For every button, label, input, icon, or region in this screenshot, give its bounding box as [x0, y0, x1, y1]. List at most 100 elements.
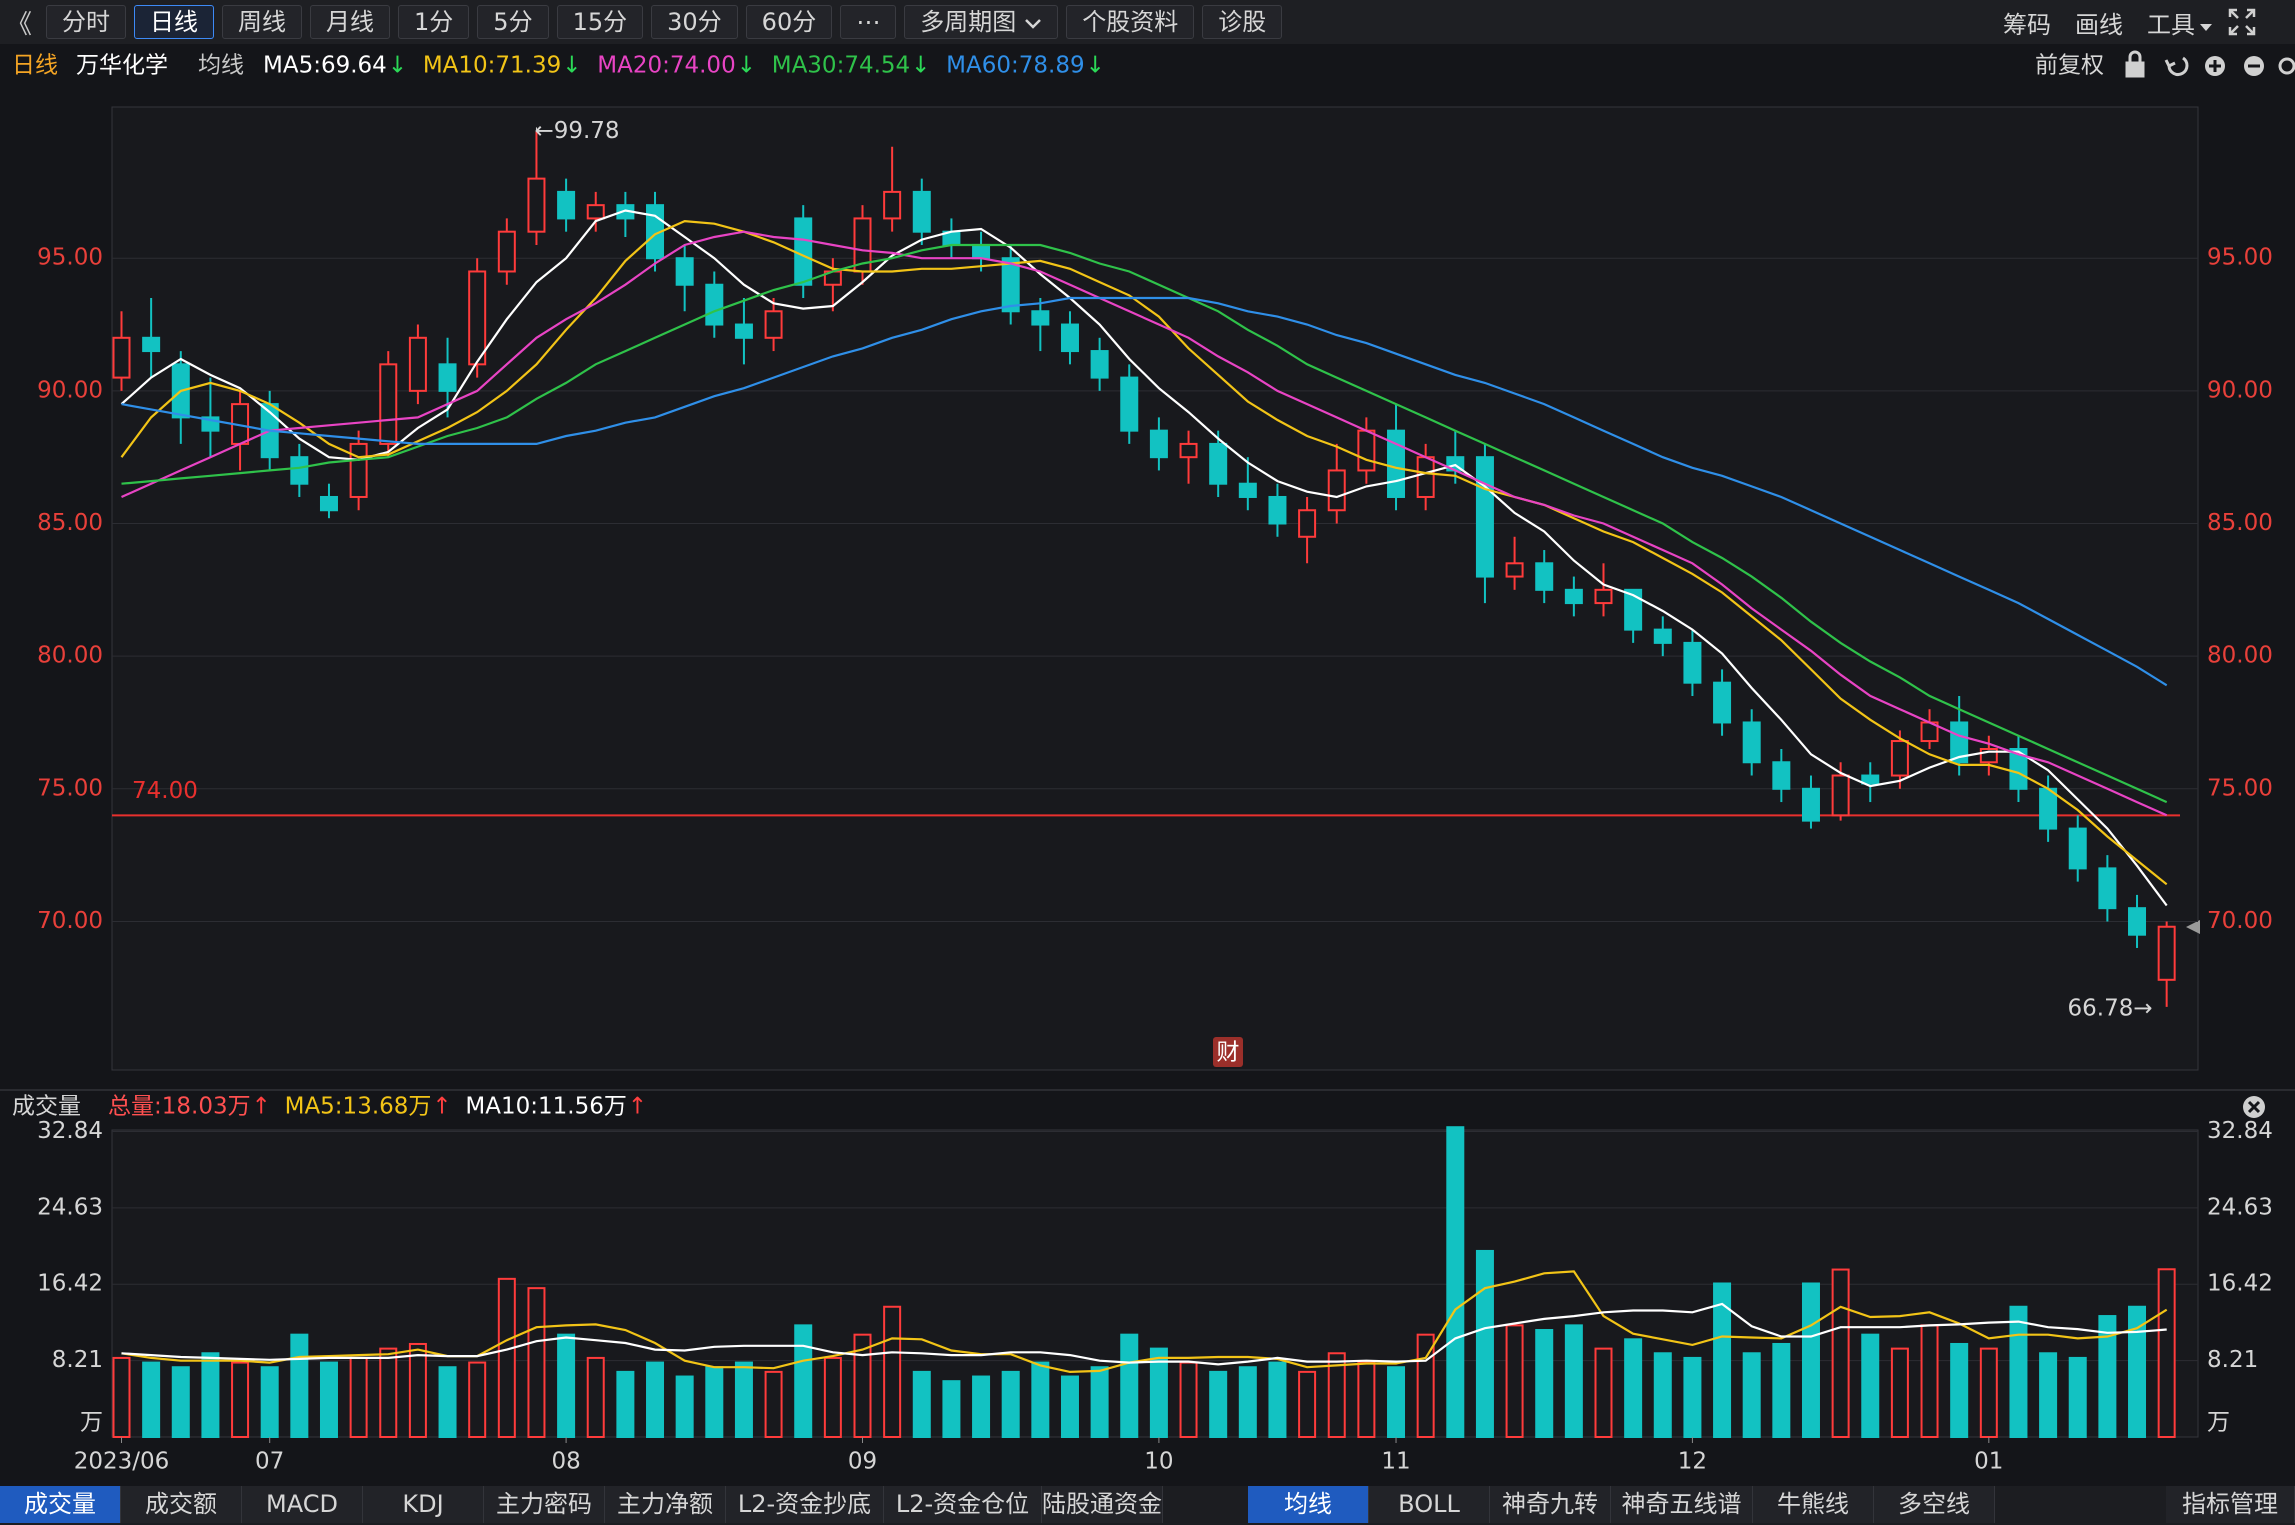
- candle-body: [1861, 774, 1880, 785]
- volume-bar: [438, 1366, 457, 1439]
- period-button[interactable]: 1分: [398, 5, 470, 39]
- candle-body: [319, 495, 338, 512]
- ma-line: [121, 230, 2168, 817]
- y-tick-label: 80.00: [37, 643, 103, 669]
- legend-arrow: ↑: [432, 1094, 451, 1120]
- candle-body: [1801, 787, 1820, 822]
- indicator-tab[interactable]: 成交额: [121, 1486, 242, 1523]
- volume-bar: [1031, 1361, 1050, 1439]
- indicator-tab[interactable]: 神奇五线谱: [1611, 1486, 1753, 1523]
- candle-body: [1831, 774, 1850, 817]
- indicator-tab[interactable]: KDJ: [363, 1486, 484, 1523]
- legend-entry: MA5:13.68万: [285, 1094, 432, 1120]
- y-unit: 万: [80, 1410, 103, 1436]
- legend-entry: MA30:74.54: [772, 53, 910, 79]
- period-button[interactable]: 60分: [745, 5, 833, 39]
- volume-bar: [1624, 1338, 1643, 1439]
- volume-ma-line: [121, 1302, 2167, 1366]
- volume-bar: [1564, 1324, 1583, 1439]
- close-icon[interactable]: [2243, 1096, 2265, 1118]
- tool-button[interactable]: 工具: [2147, 5, 2213, 40]
- volume-bar: [319, 1361, 338, 1439]
- y-tick-label-right: 95.00: [2207, 245, 2273, 271]
- more-button[interactable]: ⋯: [840, 5, 897, 39]
- back-button[interactable]: 《: [6, 9, 33, 40]
- candle-body: [883, 190, 902, 220]
- y-tick-label-right: 90.00: [2207, 377, 2273, 403]
- candle-body: [1653, 628, 1672, 644]
- volume-bar: [527, 1287, 546, 1438]
- volume-bar: [497, 1277, 516, 1439]
- volume-bar: [349, 1356, 368, 1438]
- indicator-tab[interactable]: MACD: [242, 1486, 363, 1523]
- volume-bar: [646, 1361, 665, 1439]
- candle-body: [1742, 721, 1761, 764]
- stock-info-button[interactable]: 个股资料: [1066, 5, 1195, 39]
- volume-bar: [1327, 1352, 1346, 1438]
- indicator-tab[interactable]: 多空线: [1874, 1486, 1995, 1523]
- legend-entry: MA10:71.39: [423, 53, 561, 79]
- volume-bar: [1713, 1282, 1732, 1438]
- candle-body: [1890, 740, 1909, 777]
- candle-body: [497, 230, 516, 273]
- volume-bar: [142, 1361, 161, 1439]
- candle-body: [1209, 442, 1228, 485]
- y-tick-label: 70.00: [37, 908, 103, 934]
- candle-body: [379, 363, 398, 445]
- indicator-tab[interactable]: 陆股通资金: [1042, 1486, 1163, 1523]
- candle-body: [349, 442, 368, 498]
- tool-button[interactable]: 筹码: [2003, 10, 2051, 39]
- indicator-tab[interactable]: 均线: [1248, 1486, 1369, 1523]
- candle-body: [1090, 350, 1109, 379]
- indicator-tab[interactable]: 主力净额: [605, 1486, 726, 1523]
- indicator-manage[interactable]: 指标管理: [2166, 1486, 2295, 1523]
- adjust-label[interactable]: 前复权: [2035, 53, 2104, 79]
- indicator-tab[interactable]: 牛熊线: [1753, 1486, 1874, 1523]
- candle-body: [1031, 310, 1050, 326]
- volume-bar: [586, 1356, 605, 1438]
- volume-bar: [1979, 1347, 1998, 1438]
- tool-button[interactable]: 画线: [2075, 10, 2123, 39]
- indicator-tab[interactable]: L2-资金仓位: [884, 1486, 1042, 1523]
- indicator-tab[interactable]: 神奇九转: [1490, 1486, 1611, 1523]
- indicator-tab[interactable]: BOLL: [1369, 1486, 1490, 1523]
- y-tick-label: 95.00: [37, 245, 103, 271]
- multi-period-button[interactable]: 多周期图: [904, 5, 1059, 39]
- period-button[interactable]: 周线: [222, 5, 303, 39]
- period-button[interactable]: 30分: [651, 5, 738, 39]
- indicator-tab[interactable]: 成交量: [0, 1486, 121, 1523]
- x-tick-label: 07: [255, 1449, 284, 1475]
- indicator-tab[interactable]: 主力密码: [484, 1486, 605, 1523]
- candle-body: [557, 190, 576, 220]
- volume-bar: [1831, 1268, 1850, 1438]
- period-button[interactable]: 分时: [46, 5, 127, 39]
- legend-entry: MA60:78.89: [946, 53, 1084, 79]
- volume-bar: [1801, 1282, 1820, 1438]
- period-button[interactable]: 5分: [477, 5, 549, 39]
- volume-bar: [201, 1352, 220, 1438]
- diagnose-button[interactable]: 诊股: [1202, 5, 1283, 39]
- candle-body: [468, 270, 487, 366]
- legend-arrow: ↓: [1086, 53, 1105, 79]
- y-tick-label: 75.00: [37, 775, 103, 801]
- period-button[interactable]: 月线: [310, 5, 391, 39]
- candle-body: [1357, 429, 1376, 472]
- indicator-tab[interactable]: L2-资金抄底: [726, 1486, 884, 1523]
- x-tick-label: 11: [1381, 1449, 1410, 1475]
- fullscreen-icon[interactable]: [2228, 8, 2256, 40]
- volume-bar: [1387, 1366, 1406, 1439]
- candle-body: [1594, 588, 1613, 605]
- price-pointer: [2186, 920, 2200, 934]
- candle-body: [2157, 925, 2176, 981]
- low-label: 66.78→: [2068, 995, 2153, 1021]
- period-button[interactable]: 15分: [556, 5, 644, 39]
- volume-bar: [2009, 1305, 2028, 1438]
- volume-bar: [1268, 1361, 1287, 1439]
- volume-bar: [1357, 1361, 1376, 1439]
- y-tick-label-right: 85.00: [2207, 510, 2273, 536]
- period-button[interactable]: 日线: [134, 5, 215, 39]
- candle-body: [1505, 562, 1524, 578]
- candle-body: [1624, 588, 1643, 631]
- toolbar-icons[interactable]: [2125, 50, 2295, 78]
- y-tick-label-right: 75.00: [2207, 775, 2273, 801]
